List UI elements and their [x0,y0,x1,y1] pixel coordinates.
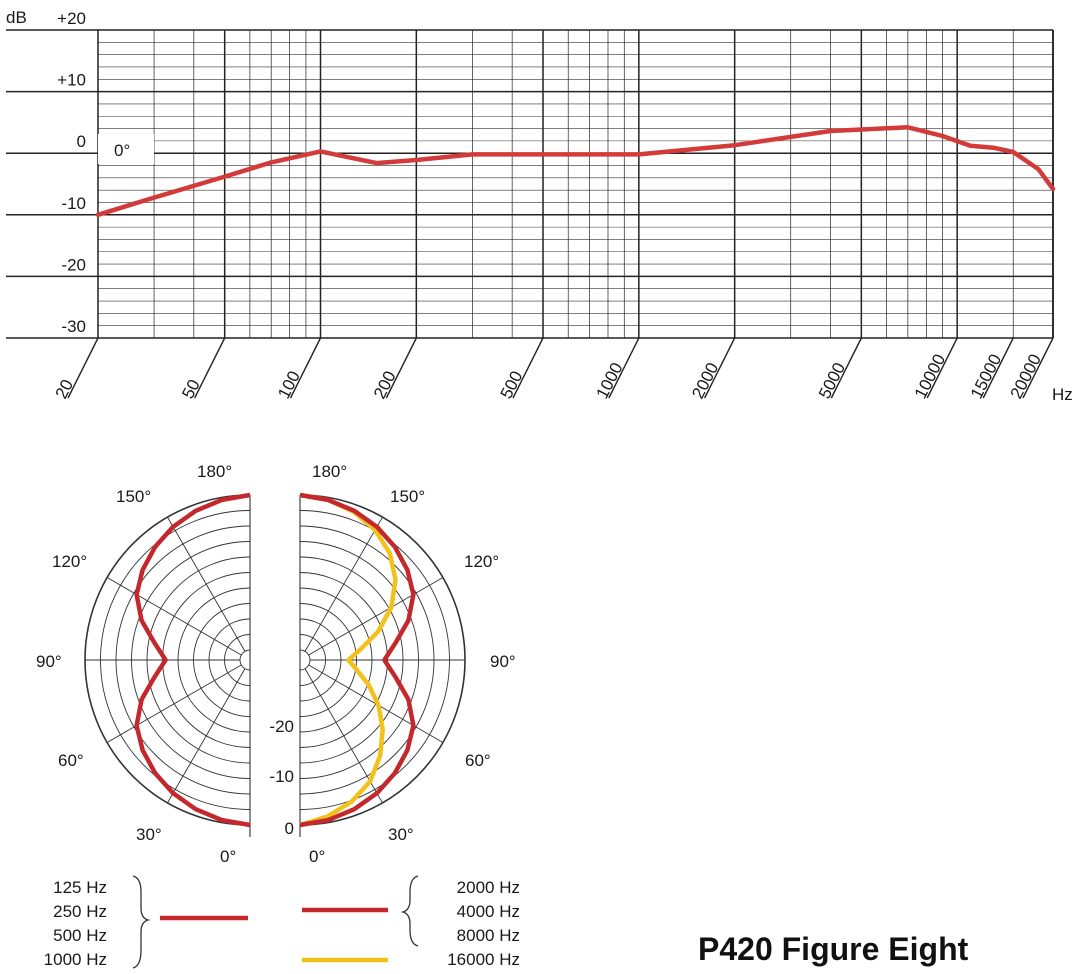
polar-radial-label: 0 [285,819,294,838]
legend-label-left: 500 Hz [53,926,107,945]
polar-labels: 180° 180° 150° 150° 120° 120° 90° 90° 60° 60° 30° 3… [36,462,516,866]
frequency-tick [512,337,544,399]
polar-curves [134,492,416,828]
legend-brace-right [400,875,419,947]
legend-label-left: 250 Hz [53,902,107,921]
polar-spoke [167,516,246,652]
frequency-tick [830,337,862,399]
polar-angle-label: 90° [490,652,516,671]
polar-series-line [134,492,251,828]
db-tick-label: -10 [61,194,86,213]
polar-angle-label: 60° [465,751,491,770]
legend-label-right: 8000 Hz [457,926,520,945]
legend-label-left: 1000 Hz [44,950,107,969]
product-title: P420 Figure Eight [698,931,969,967]
frequency-tick [67,337,99,399]
polar-angle-label: 150° [116,487,151,506]
polar-angle-label: 30° [136,825,162,844]
frequency-tick [982,337,1014,399]
legend-label-right: 2000 Hz [457,878,520,897]
legend-brace-left [132,875,151,969]
polar-radial-label: -20 [269,717,294,736]
polar-spoke [308,577,444,656]
polar-angle-label: 120° [464,552,499,571]
legend-label-yellow: 16000 Hz [447,950,520,969]
polar-spoke [106,664,242,743]
angle-annotation: 0° [114,141,130,160]
legend-label-right: 4000 Hz [457,902,520,921]
polar-radial-label: -10 [269,767,294,786]
polar-angle-label: 0° [220,847,236,866]
polar-angle-label: 30° [388,825,414,844]
frequency-tick [926,337,958,399]
polar-series-line [299,492,398,828]
db-tick-label: 0 [77,132,86,151]
frequency-tick [704,337,736,399]
legend: 125 Hz 250 Hz 500 Hz 1000 Hz 2000 Hz 4000 Hz 8… [44,875,520,969]
frequency-series-line [95,125,1056,218]
frequency-tick [608,337,640,399]
db-tick-labels: +20 +10 0 -10 -20 -30 [57,9,86,336]
frequency-tick [1022,337,1054,399]
polar-angle-label: 60° [58,751,84,770]
db-tick-label: +20 [57,9,86,28]
frequency-response-curve [95,125,1056,218]
polar-angle-label: 90° [36,652,62,671]
polar-spoke [167,668,246,804]
db-tick-label: -20 [61,255,86,274]
angle-annotation-box [98,134,154,164]
frequency-tick [194,337,226,399]
polar-angle-label: 150° [390,487,425,506]
polar-spoke [304,516,383,652]
polar-angle-label: 120° [52,552,87,571]
polar-angle-label: 180° [312,462,347,481]
x-axis-label: Hz [1052,385,1073,404]
db-tick-label: +10 [57,71,86,90]
frequency-tick [385,337,417,399]
polar-angle-label: 180° [197,462,232,481]
polar-series-line [299,492,416,828]
frequency-grid [6,29,1054,339]
y-axis-label: dB [6,8,27,27]
legend-label-left: 125 Hz [53,878,107,897]
db-tick-label: -30 [61,317,86,336]
frequency-tick [289,337,322,399]
polar-spoke [106,577,242,656]
polar-angle-label: 0° [309,847,325,866]
